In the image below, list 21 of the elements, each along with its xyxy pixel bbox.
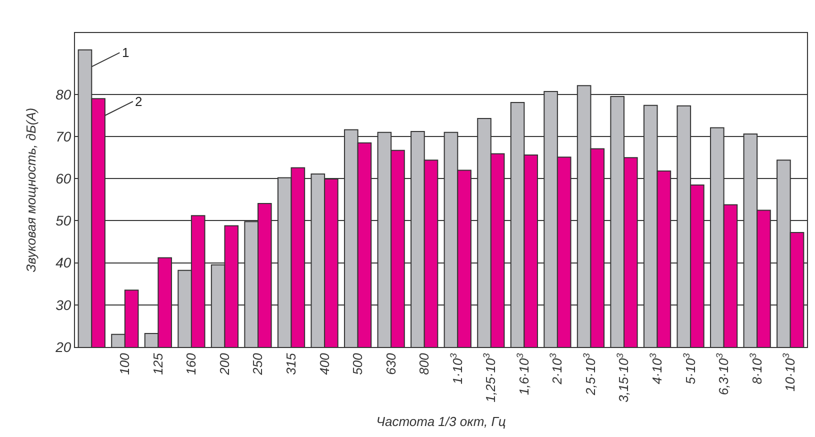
x-tick-label: 315 — [283, 352, 298, 375]
x-tick-label: 630 — [383, 352, 398, 375]
legend-label: 1 — [122, 45, 130, 60]
y-tick-label: 20 — [54, 338, 72, 355]
y-tick-label: 40 — [56, 254, 72, 271]
x-tick-label: 250 — [250, 352, 266, 376]
y-tick-label: 80 — [56, 86, 72, 102]
y-axis-title: Звуковая мощность, дБ(А) — [24, 108, 39, 272]
x-tick-label: 100 — [117, 352, 132, 375]
x-tick-label: 400 — [316, 352, 332, 375]
x-tick-label: 125 — [150, 352, 166, 375]
x-tick-label: 800 — [416, 352, 432, 375]
x-tick-label: 160 — [184, 352, 199, 375]
y-tick-label: 50 — [56, 212, 72, 229]
y-tick-label: 30 — [56, 296, 72, 313]
x-tick-label: 500 — [350, 352, 366, 375]
y-tick-label: 60 — [56, 170, 72, 187]
y-tick-label: 70 — [56, 128, 72, 144]
x-tick-label: 200 — [216, 352, 232, 376]
x-axis-title: Частота 1/3 окт, Гц — [376, 414, 506, 429]
legend-label: 2 — [135, 94, 142, 109]
